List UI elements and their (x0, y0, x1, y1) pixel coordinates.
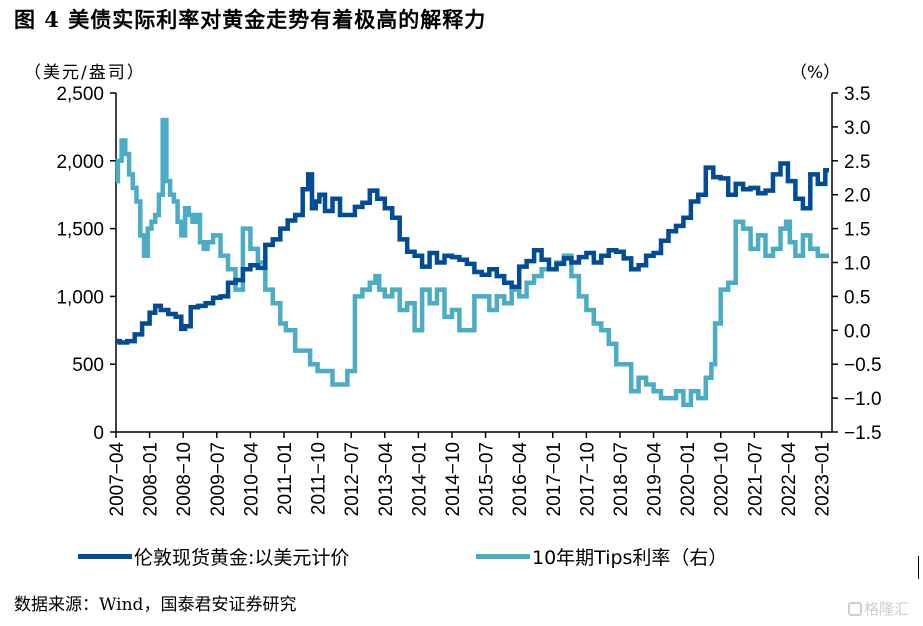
right-axis-unit-label: （%） (790, 63, 841, 83)
series-line-gold-price (116, 161, 829, 345)
chart-title: 图 4 美债实际利率对黄金走势有着极高的解释力 (14, 7, 487, 32)
series-lines (115, 117, 829, 408)
x-axis-tick-label: 2020−10 (712, 442, 733, 517)
right-axis-tick-label: 1.0 (844, 254, 870, 275)
x-axis-tick-label: 2022−04 (779, 442, 800, 517)
legend-label-gold: 伦敦现货黄金:以美元计价 (134, 546, 350, 569)
x-axis-tick-label: 2009−07 (208, 442, 229, 517)
right-axis-tick-label: 0.0 (844, 321, 870, 342)
legend-item-tips: 10年期Tips利率（右） (476, 543, 727, 569)
x-axis-tick-label: 2011−01 (275, 442, 296, 515)
legend-label-tips: 10年期Tips利率（右） (532, 546, 728, 569)
x-axis-tick-label: 2016−04 (510, 442, 531, 517)
left-axis-tick-label: 2,500 (56, 84, 104, 105)
legend-swatch-gold (78, 553, 132, 559)
x-axis-tick-label: 2023−01 (813, 442, 834, 517)
right-axis-tick-label: 2.0 (844, 186, 870, 207)
x-axis-tick-label: 2012−07 (342, 442, 363, 517)
left-axis-tick-label: 500 (72, 355, 104, 376)
right-axis-tick-label: −1.0 (844, 389, 882, 410)
x-axis-tick-label: 2021−07 (745, 442, 766, 517)
watermark-logo-icon (848, 601, 862, 616)
x-axis-tick-label: 2017−10 (577, 442, 598, 517)
left-axis-tick-label: 2,000 (56, 152, 104, 173)
x-axis-tick-label: 2014−10 (443, 442, 464, 517)
right-axis-tick-label: 1.5 (844, 220, 870, 241)
left-axis-tick-label: 0 (93, 423, 104, 444)
right-axis-tick-label: −0.5 (844, 355, 882, 376)
x-axis-tick-label: 2018−07 (611, 442, 632, 517)
x-axis-tick-label: 2013−04 (376, 442, 397, 517)
x-axis-tick-label: 2010−04 (241, 442, 262, 517)
axes: 0 500 1,000 1,500 2,000 2,500 −1.5 −1.0 −0.5 0.0 0… (56, 84, 881, 517)
right-axis-tick-label: 2.5 (844, 152, 870, 173)
legend-item-gold: 伦敦现货黄金:以美元计价 (78, 543, 349, 569)
right-axis-tick-label: 3.0 (844, 118, 870, 139)
x-axis-tick-label: 2008−10 (174, 442, 195, 517)
x-axis-tick-label: 2011−10 (309, 442, 330, 515)
series-line-tips-rate (115, 117, 829, 408)
x-axis-tick-label: 2019−04 (645, 442, 666, 517)
x-axis-tick-label: 2017−01 (544, 442, 565, 517)
source-note: 数据来源：Wind，国泰君安证券研究 (14, 595, 297, 615)
x-axis-tick-label: 2014−01 (409, 442, 430, 517)
watermark: 格隆汇 (848, 598, 909, 619)
right-axis-tick-label: −1.5 (844, 423, 882, 444)
text-cursor (918, 556, 919, 579)
watermark-text: 格隆汇 (864, 600, 910, 618)
x-axis-tick-label: 2007−04 (107, 442, 128, 517)
x-axis-tick-label: 2020−01 (678, 442, 699, 517)
right-axis-tick-label: 0.5 (844, 287, 870, 308)
left-axis-tick-label: 1,500 (56, 220, 104, 241)
legend-swatch-tips (476, 553, 530, 559)
x-axis-tick-label: 2008−01 (141, 442, 162, 517)
left-axis-unit-label: （美元/盎司） (24, 63, 146, 83)
left-axis-tick-label: 1,000 (56, 287, 104, 308)
x-axis-tick-label: 2015−07 (477, 442, 498, 517)
right-axis-tick-label: 3.5 (844, 84, 870, 105)
